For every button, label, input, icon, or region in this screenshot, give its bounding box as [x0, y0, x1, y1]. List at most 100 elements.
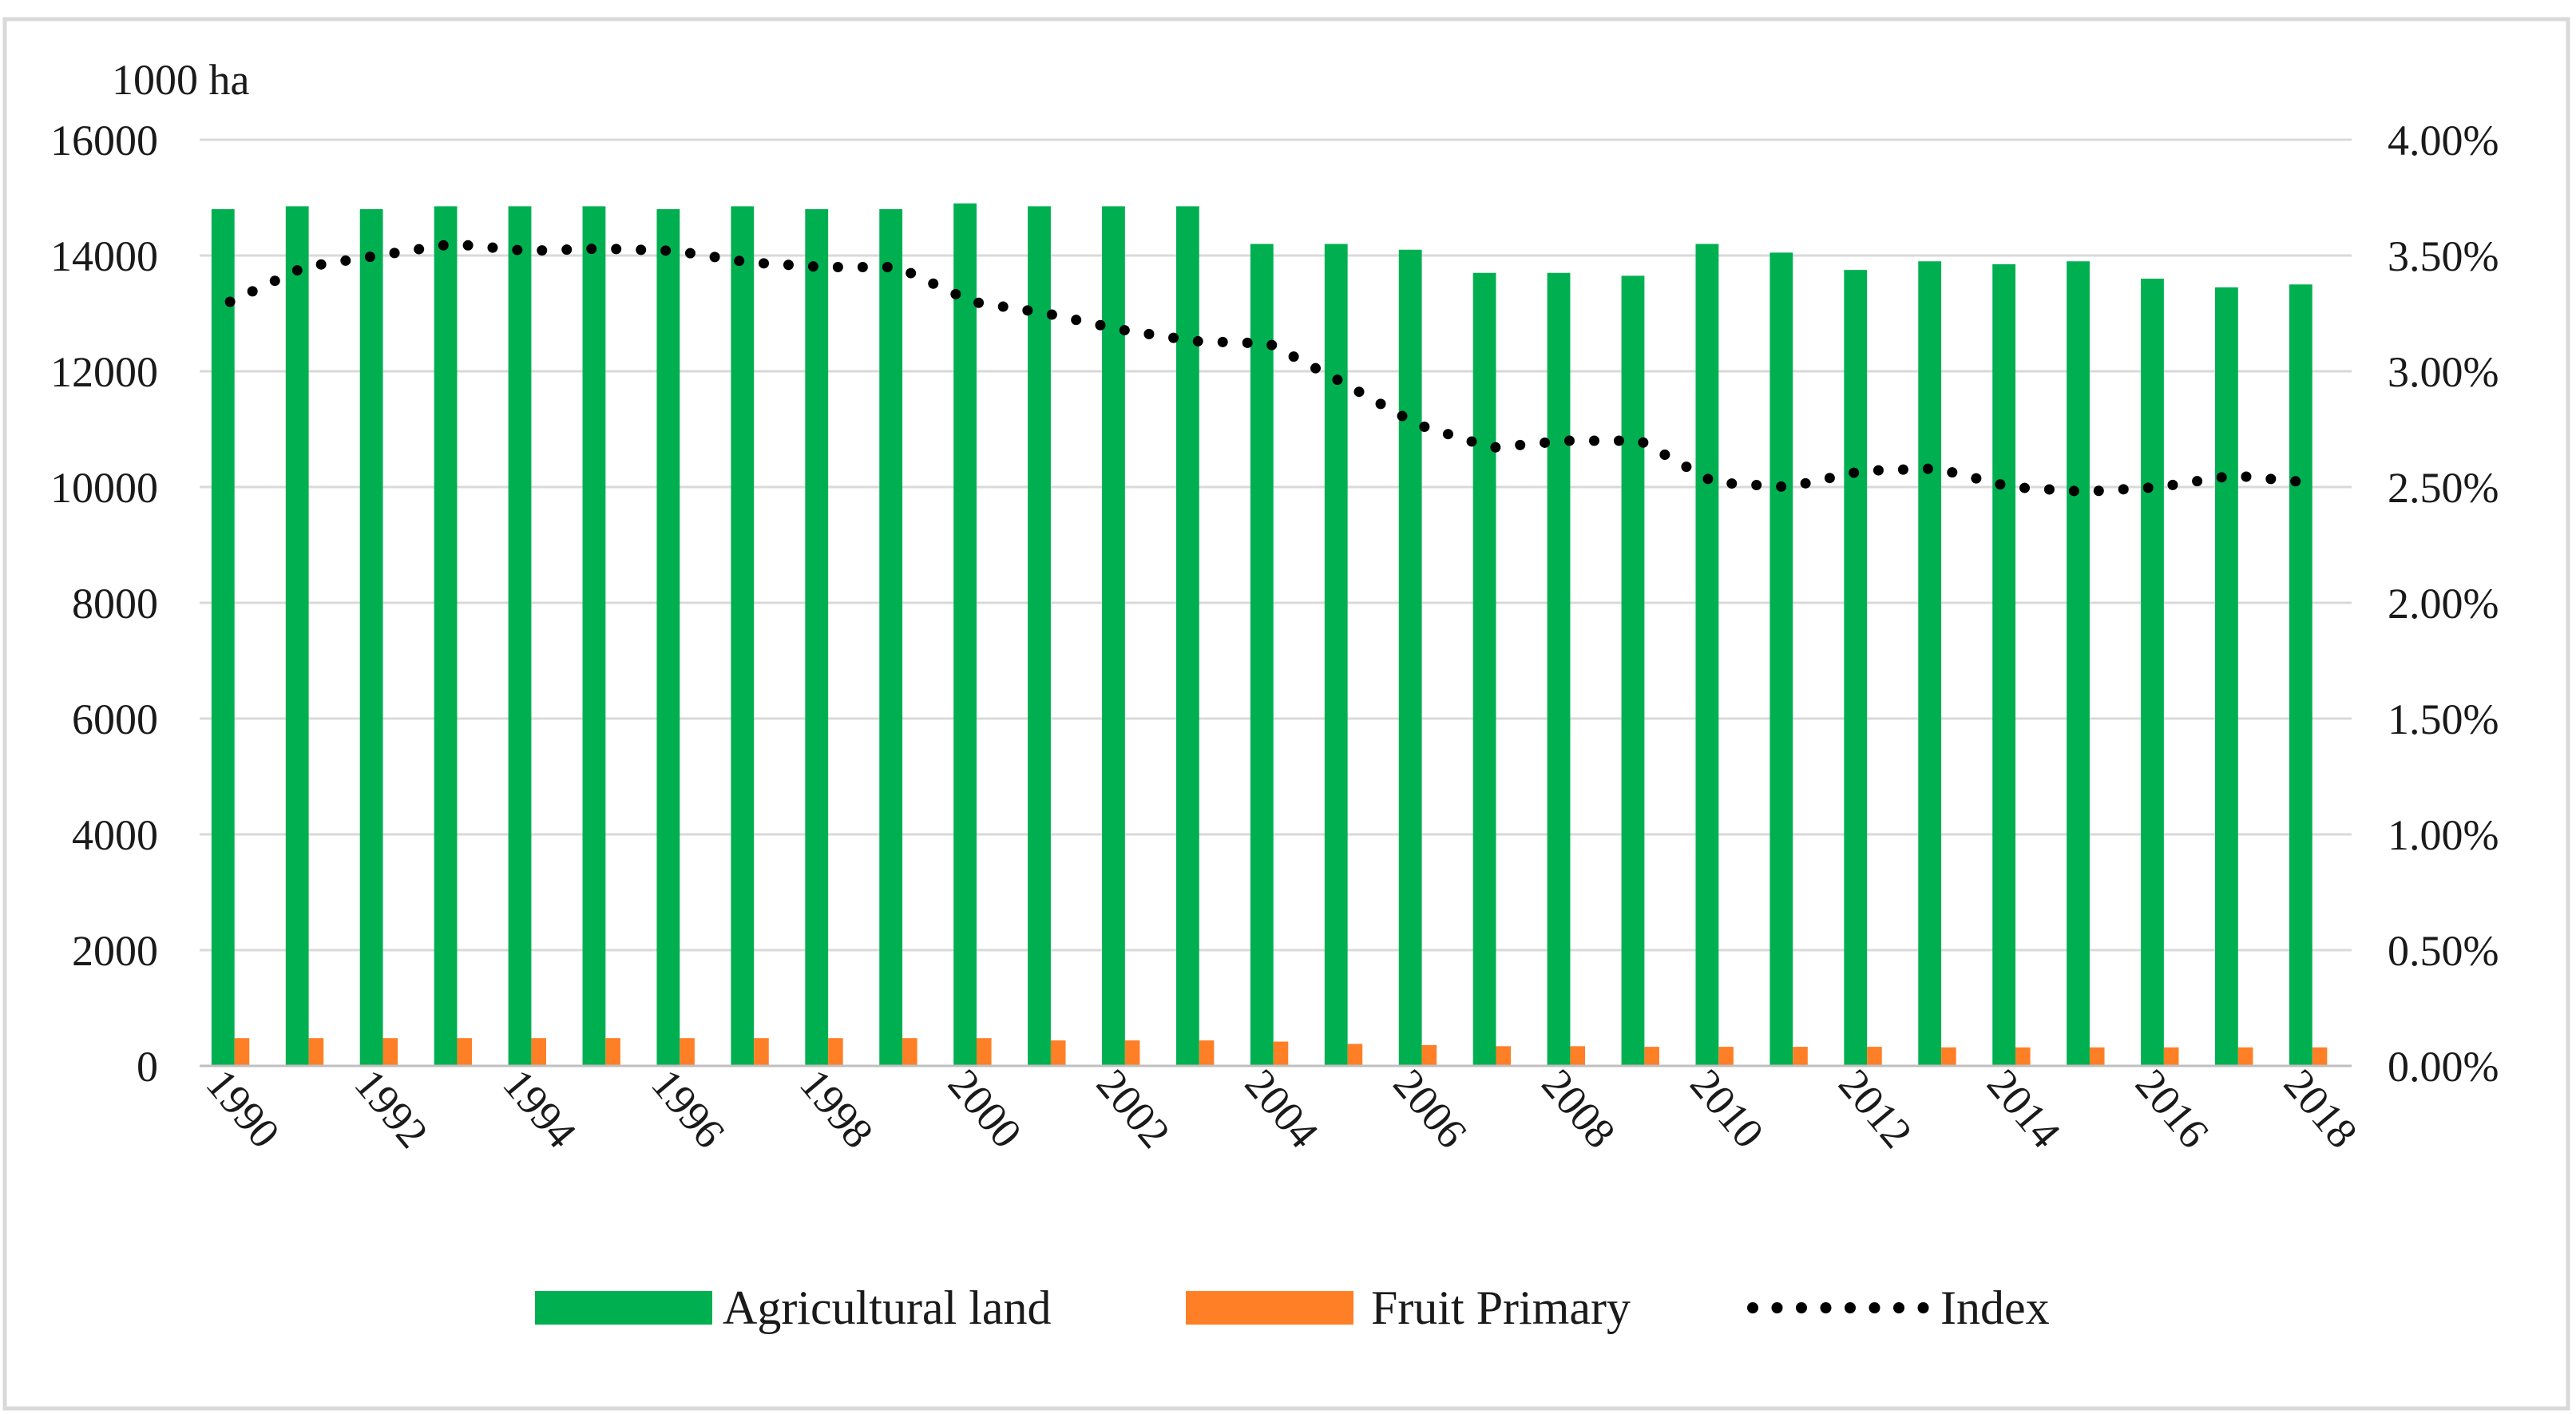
legend-swatch-fruit-primary [1186, 1291, 1353, 1325]
bar-fruit-primary [457, 1038, 473, 1066]
bar-fruit-primary [2163, 1047, 2179, 1066]
legend-dot [1893, 1302, 1904, 1313]
x-tick-label: 2018 [2275, 1060, 2367, 1157]
bar-fruit-primary [382, 1038, 398, 1066]
series-line-index [224, 238, 2313, 497]
x-tick-label: 1992 [345, 1060, 437, 1157]
bar-agricultural-land [1844, 270, 1868, 1066]
x-axis-ticks: 1990 1992 1994 1996 1998 2000 2002 2004 2006 2008… [197, 1060, 2367, 1157]
bar-fruit-primary [976, 1038, 992, 1066]
x-tick-label: 2014 [1978, 1060, 2070, 1157]
bar-agricultural-land [1324, 244, 1348, 1066]
bar-agricultural-land [285, 206, 309, 1066]
bar-layer [211, 203, 2328, 1066]
y2-tick-label: 0.50% [2388, 927, 2499, 975]
bar-fruit-primary [1570, 1046, 1586, 1066]
x-tick-label: 1990 [197, 1060, 289, 1157]
bar-fruit-primary [234, 1038, 250, 1066]
y-tick-label: 6000 [72, 695, 158, 743]
bar-agricultural-land [211, 209, 235, 1066]
x-tick-label: 2002 [1088, 1060, 1179, 1157]
y2-tick-label: 3.50% [2388, 232, 2499, 280]
bar-agricultural-land [731, 206, 755, 1066]
y-tick-label: 10000 [50, 464, 158, 512]
bar-agricultural-land [1175, 206, 1199, 1066]
bar-fruit-primary [680, 1038, 695, 1066]
bar-agricultural-land [2215, 287, 2238, 1066]
legend-swatch-index [1747, 1302, 1929, 1313]
bar-agricultural-land [2067, 261, 2090, 1066]
bar-agricultural-land [434, 206, 458, 1066]
bar-fruit-primary [1867, 1047, 1882, 1066]
y-tick-label: 12000 [50, 348, 158, 396]
bar-fruit-primary [2237, 1047, 2253, 1066]
bar-fruit-primary [902, 1038, 917, 1066]
legend: Agricultural land Fruit Primary Index [535, 1281, 2050, 1334]
bar-agricultural-land [1770, 252, 1793, 1066]
bar-agricultural-land [1250, 244, 1274, 1066]
bar-fruit-primary [1050, 1040, 1066, 1066]
bar-agricultural-land [1102, 206, 1125, 1066]
legend-label-agricultural-land: Agricultural land [723, 1281, 1052, 1334]
bar-agricultural-land [1472, 272, 1496, 1066]
bar-fruit-primary [1347, 1044, 1363, 1066]
x-tick-label: 2008 [1532, 1060, 1624, 1157]
chart-frame [2, 17, 2570, 1411]
bar-agricultural-land [1398, 249, 1422, 1066]
x-tick-label: 2004 [1236, 1060, 1328, 1157]
bar-agricultural-land [879, 209, 903, 1066]
bar-agricultural-land [1028, 206, 1051, 1066]
bar-agricultural-land [805, 209, 829, 1066]
legend-item-agricultural-land[interactable]: Agricultural land [535, 1281, 1052, 1334]
bar-fruit-primary [1644, 1047, 1659, 1066]
bar-agricultural-land [1918, 261, 1942, 1066]
x-tick-label: 1994 [493, 1060, 585, 1157]
y2-tick-label: 1.00% [2388, 811, 2499, 859]
bar-fruit-primary [1793, 1047, 1808, 1066]
bar-fruit-primary [605, 1038, 620, 1066]
bar-agricultural-land [2141, 279, 2164, 1066]
legend-item-fruit-primary[interactable]: Fruit Primary [1186, 1281, 1631, 1334]
bar-agricultural-land [359, 209, 383, 1066]
bar-agricultural-land [1992, 263, 2016, 1066]
legend-swatch-agricultural-land [535, 1291, 712, 1325]
legend-item-index[interactable]: Index [1747, 1281, 2050, 1334]
legend-dot [1869, 1302, 1880, 1313]
y-tick-label: 8000 [72, 580, 158, 628]
bar-fruit-primary [1124, 1040, 1140, 1066]
y2-tick-label: 0.00% [2388, 1043, 2499, 1091]
grid-layer [200, 138, 2352, 952]
x-tick-label: 2006 [1384, 1060, 1476, 1157]
legend-dot [1917, 1302, 1929, 1313]
bar-fruit-primary [2015, 1047, 2031, 1066]
x-tick-label: 2012 [1829, 1060, 1921, 1157]
bar-agricultural-land [582, 206, 606, 1066]
legend-dot [1820, 1302, 1832, 1313]
bar-agricultural-land [1695, 244, 1719, 1066]
x-tick-label: 2000 [939, 1060, 1031, 1157]
y2-tick-label: 2.00% [2388, 580, 2499, 628]
legend-dot [1796, 1302, 1807, 1313]
bar-fruit-primary [531, 1038, 546, 1066]
bar-agricultural-land [656, 209, 680, 1066]
bar-fruit-primary [1421, 1044, 1437, 1066]
bar-agricultural-land [508, 206, 532, 1066]
y2-tick-label: 3.00% [2388, 348, 2499, 396]
bar-fruit-primary [2089, 1047, 2105, 1066]
bar-fruit-primary [1496, 1046, 1512, 1066]
legend-dot [1845, 1302, 1856, 1313]
y-tick-label: 2000 [72, 927, 158, 975]
legend-label-fruit-primary: Fruit Primary [1371, 1281, 1631, 1334]
legend-label-index: Index [1940, 1281, 2050, 1334]
y-tick-label: 14000 [50, 232, 158, 280]
x-tick-label: 1998 [791, 1060, 882, 1157]
right-axis-ticks: 0.00% 0.50% 1.00% 1.50% 2.00% 2.50% 3.00% 3.50%… [2388, 117, 2499, 1091]
left-axis-unit-label: 1000 ha [112, 56, 250, 104]
index-series-layer [224, 238, 2313, 497]
legend-dot [1771, 1302, 1783, 1313]
y-tick-label: 0 [137, 1043, 158, 1091]
y-tick-label: 16000 [50, 117, 158, 164]
x-tick-label: 2016 [2126, 1060, 2218, 1157]
